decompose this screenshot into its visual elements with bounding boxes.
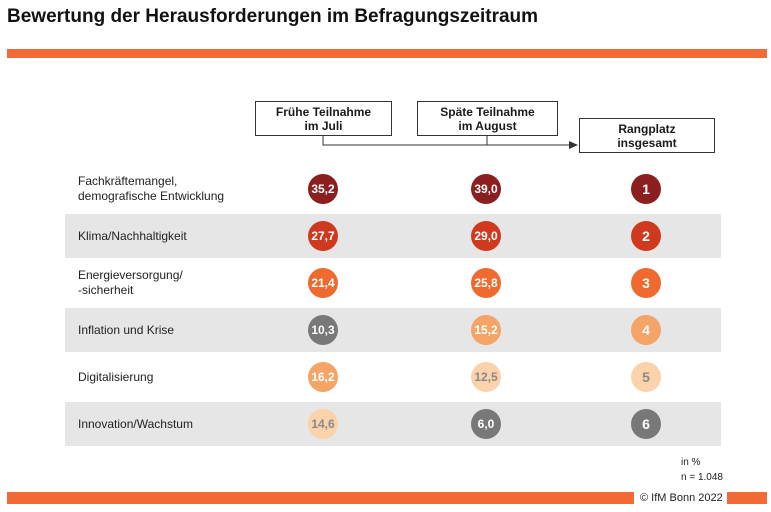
rank-circle: 5 [631, 362, 661, 392]
header-late-line-2: im August [458, 119, 517, 133]
value-circle-early: 16,2 [308, 362, 338, 392]
header-early-participation: Frühe Teilnahme im Juli [255, 101, 392, 136]
header-overall-rank: Rangplatz insgesamt [579, 118, 715, 153]
row-label: Innovation/Wachstum [78, 416, 193, 431]
value-circle-late: 29,0 [471, 221, 501, 251]
value-circle-late: 39,0 [471, 174, 501, 204]
table-row: Inflation und Krise [65, 308, 721, 352]
row-label: Inflation und Krise [78, 322, 175, 337]
value-circle-late: 15,2 [471, 315, 501, 345]
value-circle-early: 21,4 [308, 268, 338, 298]
top-accent-bar [7, 49, 767, 58]
rank-circle: 3 [631, 268, 661, 298]
table-row: Klima/Nachhaltigkeit [65, 214, 721, 258]
bottom-accent-bar-right [727, 492, 767, 504]
table-row: Innovation/Wachstum [65, 402, 721, 446]
header-late-participation: Späte Teilnahme im August [417, 101, 558, 136]
rank-circle: 2 [631, 221, 661, 251]
unit-note: in % [681, 457, 701, 468]
table-row: Fachkräftemangel, demografische Entwickl… [65, 167, 721, 211]
value-circle-early: 14,6 [308, 409, 338, 439]
header-early-line-2: im Juli [304, 119, 343, 133]
value-circle-late: 25,8 [471, 268, 501, 298]
rank-circle: 6 [631, 409, 661, 439]
value-circle-early: 35,2 [308, 174, 338, 204]
header-rank-line-1: Rangplatz [618, 122, 676, 136]
row-label: Energieversorgung/ -sicherheit [78, 268, 183, 297]
row-label: Klima/Nachhaltigkeit [78, 228, 187, 243]
value-circle-early: 10,3 [308, 315, 338, 345]
rank-circle: 1 [631, 174, 661, 204]
bottom-accent-bar-left [7, 492, 634, 504]
value-circle-late: 6,0 [471, 409, 501, 439]
table-row: Energieversorgung/ -sicherheit [65, 261, 721, 305]
header-early-line-1: Frühe Teilnahme [275, 105, 372, 119]
rank-circle: 4 [631, 315, 661, 345]
header-late-line-1: Späte Teilnahme [440, 105, 535, 119]
row-label: Digitalisierung [78, 369, 154, 384]
table-row: Digitalisierung [65, 355, 721, 399]
row-label: Fachkräftemangel, demografische Entwickl… [78, 174, 225, 203]
copyright: © IfM Bonn 2022 [640, 492, 723, 504]
sample-size-note: n = 1.048 [681, 472, 723, 483]
value-circle-early: 27,7 [308, 221, 338, 251]
page-title: Bewertung der Herausforderungen im Befra… [7, 6, 539, 27]
header-rank-line-2: insgesamt [617, 136, 677, 150]
value-circle-late: 12,5 [471, 362, 501, 392]
